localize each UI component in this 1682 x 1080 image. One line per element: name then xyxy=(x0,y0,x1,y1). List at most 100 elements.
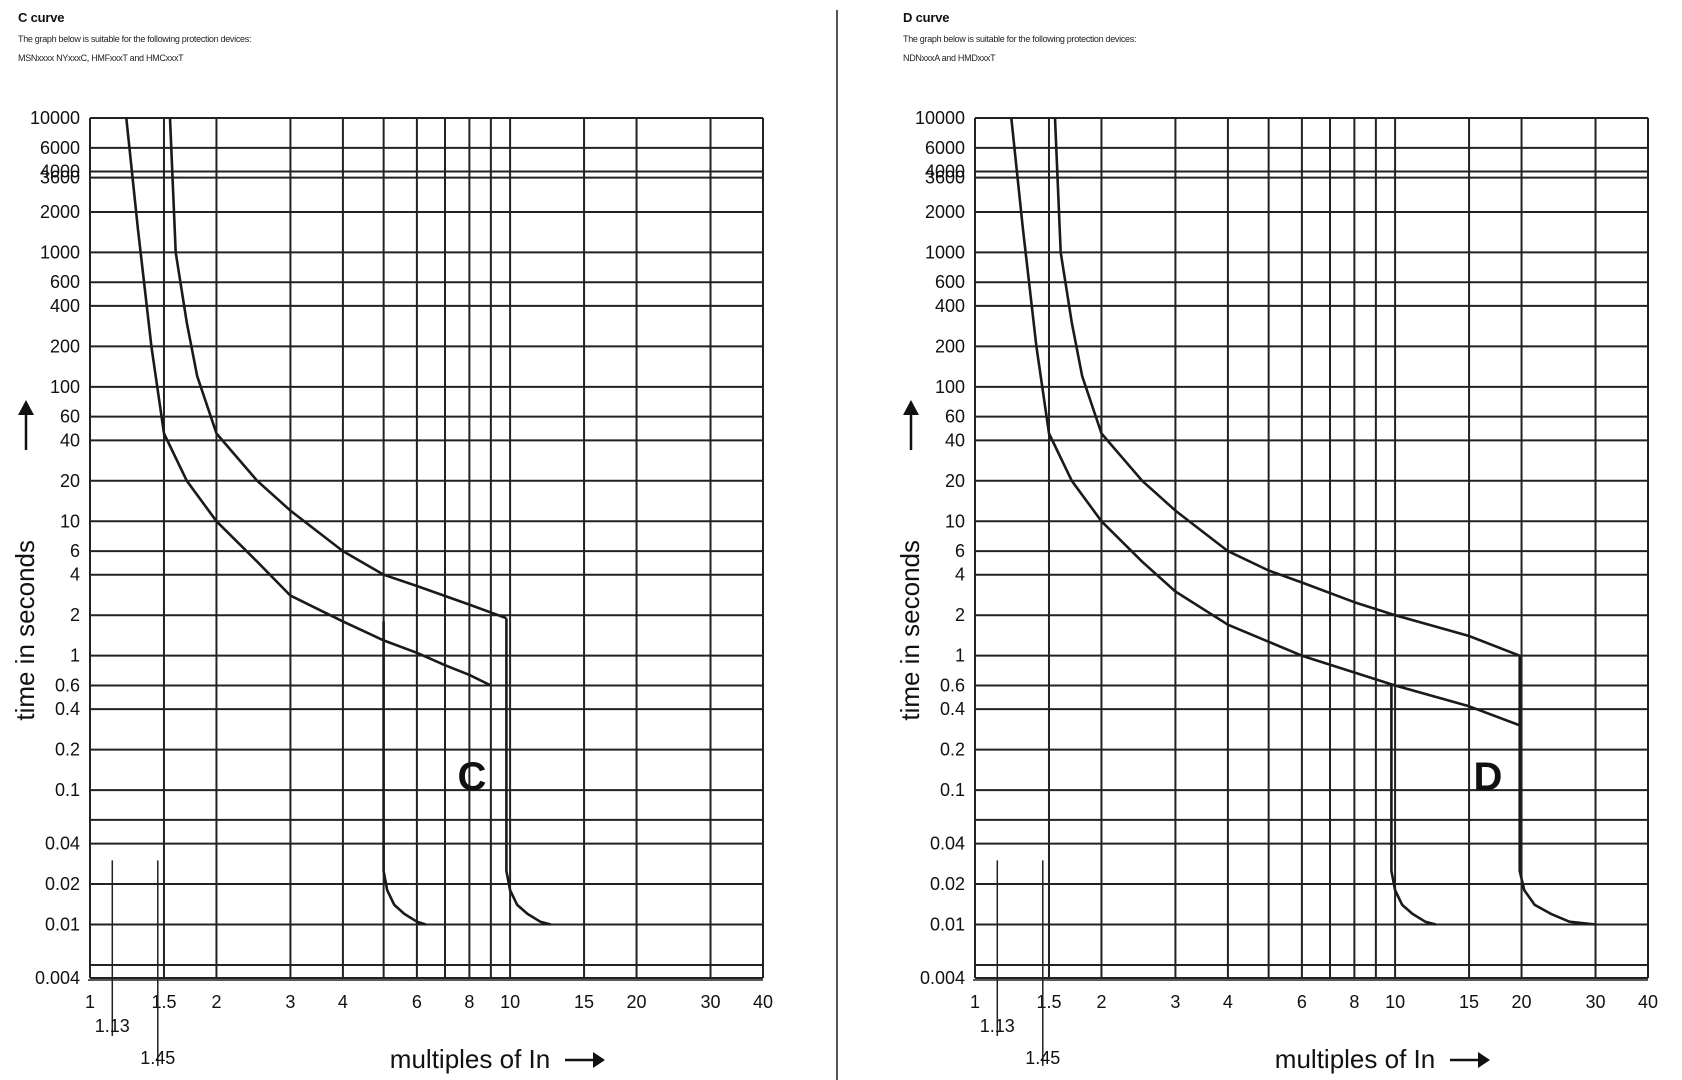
y-tick-label: 6 xyxy=(70,541,80,561)
y-tick-label: 0.2 xyxy=(55,740,80,760)
y-tick-label: 10 xyxy=(60,511,80,531)
x-axis-label: multiples of In xyxy=(390,1044,550,1074)
curve-letter: C xyxy=(458,755,487,799)
x-tick-label: 1.5 xyxy=(1036,992,1061,1012)
y-tick-label: 100 xyxy=(50,377,80,397)
y-tick-label: 0.02 xyxy=(45,874,80,894)
y-tick-label: 40 xyxy=(945,430,965,450)
x-axis-label: multiples of In xyxy=(1275,1044,1435,1074)
y-tick-label: 0.02 xyxy=(930,874,965,894)
trip-curve-4 xyxy=(1518,655,1596,926)
y-tick-label: 1000 xyxy=(925,242,965,262)
y-tick-label: 600 xyxy=(50,272,80,292)
trip-curve-3 xyxy=(1390,685,1437,926)
y-axis-arrowhead-icon xyxy=(18,400,34,415)
x-tick-label: 8 xyxy=(464,992,474,1012)
y-tick-label: 0.04 xyxy=(45,834,80,854)
trip-curve-1 xyxy=(125,117,492,687)
x-tick-label: 8 xyxy=(1349,992,1359,1012)
y-tick-label: 10 xyxy=(945,511,965,531)
x-tick-label: 30 xyxy=(700,992,720,1012)
y-tick-label: 60 xyxy=(945,407,965,427)
y-tick-label: 400 xyxy=(50,296,80,316)
y-tick-label: 0.2 xyxy=(940,740,965,760)
y-tick-label: 6 xyxy=(955,541,965,561)
panel-divider xyxy=(836,10,838,1080)
y-tick-label: 4000 xyxy=(925,161,965,181)
y-tick-label: 1 xyxy=(70,646,80,666)
x-tick-label: 2 xyxy=(211,992,221,1012)
chart-note-line-1: The graph below is suitable for the foll… xyxy=(18,34,252,44)
y-tick-label: 0.6 xyxy=(940,675,965,695)
y-tick-label: 4 xyxy=(955,565,965,585)
x-tick-label: 4 xyxy=(1223,992,1233,1012)
y-axis-arrowhead-icon xyxy=(903,400,919,415)
y-tick-label: 0.004 xyxy=(35,968,80,988)
x-tick-label: 1 xyxy=(970,992,980,1012)
x-tick-label: 6 xyxy=(412,992,422,1012)
x-tick-label: 40 xyxy=(753,992,773,1012)
trip-curve-3 xyxy=(382,621,427,926)
y-tick-label: 600 xyxy=(935,272,965,292)
y-tick-label: 40 xyxy=(60,430,80,450)
y-tick-label: 3600 xyxy=(925,168,965,188)
x-tick-label: 15 xyxy=(574,992,594,1012)
chart-note-line-1: The graph below is suitable for the foll… xyxy=(903,34,1137,44)
y-tick-label: 400 xyxy=(935,296,965,316)
y-tick-label: 1 xyxy=(955,646,965,666)
x-tick-label: 1 xyxy=(85,992,95,1012)
y-tick-label: 0.6 xyxy=(55,675,80,695)
y-tick-label: 0.01 xyxy=(45,915,80,935)
x-tick-label: 3 xyxy=(285,992,295,1012)
y-tick-label: 20 xyxy=(60,471,80,491)
y-tick-label: 10000 xyxy=(915,108,965,128)
x-tick-label: 10 xyxy=(500,992,520,1012)
x-tick-label: 20 xyxy=(627,992,647,1012)
y-tick-label: 3600 xyxy=(40,168,80,188)
y-tick-label: 0.4 xyxy=(940,699,965,719)
y-tick-label: 0.1 xyxy=(55,780,80,800)
x-tick-label: 10 xyxy=(1385,992,1405,1012)
x-tick-label: 15 xyxy=(1459,992,1479,1012)
x-tick-label: 2 xyxy=(1096,992,1106,1012)
y-tick-label: 100 xyxy=(935,377,965,397)
marker-label-1.13: 1.13 xyxy=(95,1016,130,1036)
x-tick-label: 1.5 xyxy=(151,992,176,1012)
panel-header-d: D curve The graph below is suitable for … xyxy=(903,10,1136,63)
x-tick-label: 30 xyxy=(1585,992,1605,1012)
chart-title: D curve xyxy=(903,10,950,25)
x-axis-arrowhead-icon xyxy=(593,1052,605,1068)
y-tick-label: 2 xyxy=(955,605,965,625)
x-tick-label: 4 xyxy=(338,992,348,1012)
trip-curve-2 xyxy=(1053,117,1521,657)
y-tick-label: 10000 xyxy=(30,108,80,128)
marker-label-1.45: 1.45 xyxy=(140,1048,175,1068)
y-tick-label: 200 xyxy=(50,336,80,356)
panel-header-c: C curve The graph below is suitable for … xyxy=(18,10,251,63)
x-tick-label: 6 xyxy=(1297,992,1307,1012)
x-tick-label: 3 xyxy=(1170,992,1180,1012)
y-tick-label: 4000 xyxy=(40,161,80,181)
trip-curve-1 xyxy=(1010,117,1522,728)
y-tick-label: 6000 xyxy=(40,138,80,158)
y-tick-label: 0.04 xyxy=(930,834,965,854)
y-tick-label: 60 xyxy=(60,407,80,427)
y-axis-label: time in seconds xyxy=(10,540,40,721)
x-axis-arrowhead-icon xyxy=(1478,1052,1490,1068)
chart-note-line-2: MSNxxxx NYxxxC, HMFxxxT and HMCxxxT xyxy=(18,53,184,63)
y-tick-label: 2000 xyxy=(925,202,965,222)
y-tick-label: 2000 xyxy=(40,202,80,222)
y-tick-label: 0.004 xyxy=(920,968,965,988)
y-tick-label: 0.1 xyxy=(940,780,965,800)
y-tick-label: 0.4 xyxy=(55,699,80,719)
marker-label-1.45: 1.45 xyxy=(1025,1048,1060,1068)
y-axis-label: time in seconds xyxy=(895,540,925,721)
y-tick-label: 4 xyxy=(70,565,80,585)
y-tick-label: 0.01 xyxy=(930,915,965,935)
y-tick-label: 2 xyxy=(70,605,80,625)
marker-label-1.13: 1.13 xyxy=(980,1016,1015,1036)
chart-title: C curve xyxy=(18,10,65,25)
